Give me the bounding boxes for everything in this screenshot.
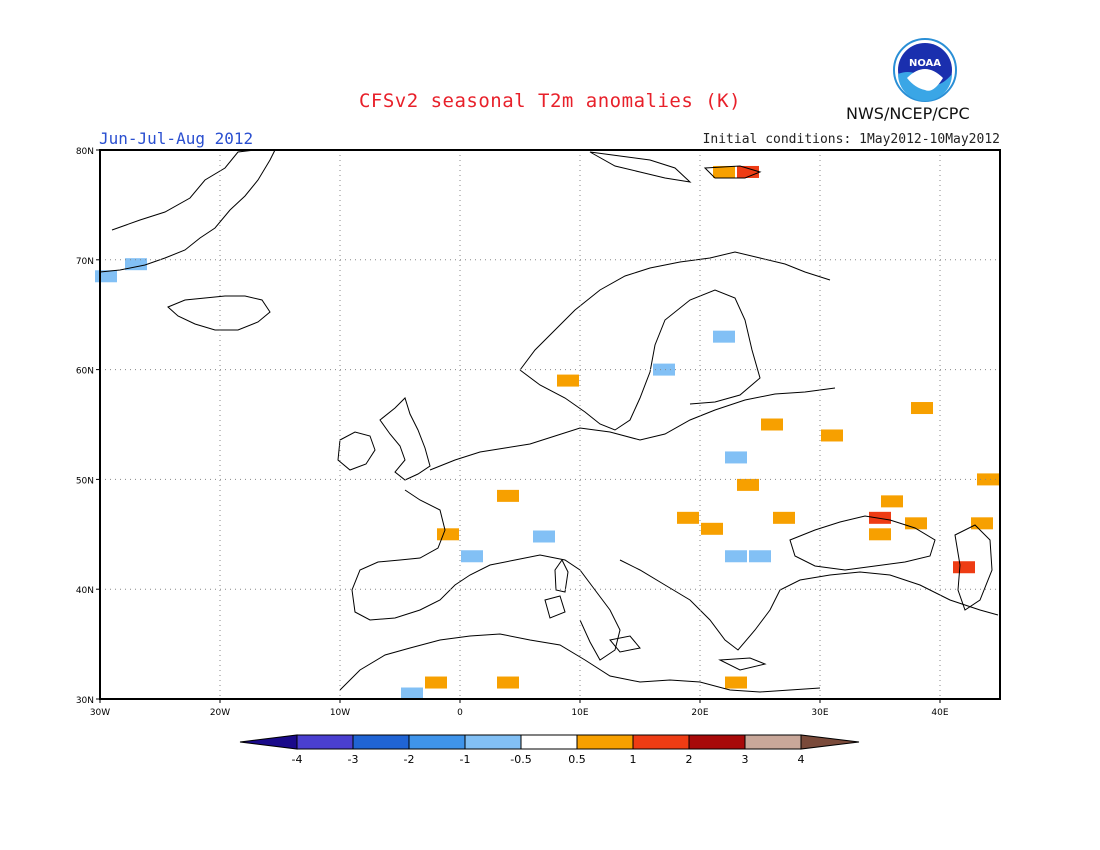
anomaly-cell (95, 270, 117, 283)
anomaly-cell (773, 511, 795, 524)
colorbar-tick-label: -1 (460, 753, 471, 766)
anomaly-cell (737, 165, 759, 178)
colorbar-segment (408, 734, 466, 750)
colorbar-tick-label: -0.5 (510, 753, 531, 766)
lat-tick-label: 50N (76, 476, 94, 486)
noaa-logo: NOAA (893, 38, 957, 102)
anomaly-cell (497, 676, 519, 689)
lat-tick-label: 60N (76, 367, 94, 377)
anomaly-cell (653, 363, 675, 376)
anomaly-cell (749, 550, 771, 563)
anomaly-cell (437, 528, 459, 541)
anomaly-cell (905, 517, 927, 530)
lat-tick-label: 70N (76, 257, 94, 267)
anomaly-cell (401, 687, 423, 700)
longitude-labels: 30W 20W 10W 0 10E 20E 30E 40E (90, 699, 949, 718)
anomaly-cell (911, 402, 933, 415)
anomaly-cell (737, 478, 759, 491)
lon-tick-label: 10E (571, 708, 588, 718)
colorbar-tick-label: 0.5 (568, 753, 586, 766)
initial-conditions-label: Initial conditions: 1May2012-10May2012 (702, 132, 1000, 147)
lat-tick-label: 40N (76, 586, 94, 596)
latitude-labels: 80N 70N 60N 50N 40N 30N (76, 147, 100, 706)
anomaly-cell (677, 511, 699, 524)
anomaly-cell (713, 165, 735, 178)
anomaly-cell (557, 374, 579, 387)
colorbar-segment (576, 734, 634, 750)
anomaly-cell (869, 528, 891, 541)
colorbar-tick-label: -2 (404, 753, 415, 766)
map-title: CFSv2 seasonal T2m anomalies (K) (358, 90, 742, 112)
anomaly-cell (725, 550, 747, 563)
lon-tick-label: 0 (457, 708, 463, 718)
colorbar-tick-label: 1 (630, 753, 637, 766)
lon-tick-label: 30W (90, 708, 110, 718)
colorbar-segment (632, 734, 690, 750)
lon-tick-label: 20W (210, 708, 230, 718)
colorbar-tick-label: -3 (348, 753, 359, 766)
anomaly-cell (425, 676, 447, 689)
anomaly-cell (461, 550, 483, 563)
lon-tick-label: 30E (811, 708, 828, 718)
colorbar-segment (296, 734, 354, 750)
logo-text: NOAA (909, 58, 941, 69)
lon-tick-label: 10W (330, 708, 350, 718)
colorbar-arrow-low (239, 734, 298, 750)
anomaly-cell (821, 429, 843, 442)
season-label: Jun-Jul-Aug 2012 (99, 129, 254, 148)
lat-tick-label: 80N (76, 147, 94, 157)
anomaly-cell (725, 676, 747, 689)
anomaly-cell (971, 517, 993, 530)
map-frame (99, 149, 1001, 700)
colorbar-tick-label: 2 (686, 753, 693, 766)
anomaly-cell (869, 511, 891, 524)
anomaly-cell (725, 451, 747, 464)
anomaly-cell (701, 522, 723, 535)
anomaly-cell (125, 258, 147, 271)
lon-tick-label: 20E (691, 708, 708, 718)
anomaly-cells (95, 165, 999, 700)
coastlines (99, 149, 999, 693)
anomaly-cell (953, 561, 975, 574)
colorbar-segment (352, 734, 410, 750)
colorbar-segment (744, 734, 802, 750)
anomaly-cell (713, 330, 735, 343)
anomaly-cell (497, 489, 519, 502)
lon-tick-label: 40E (931, 708, 948, 718)
colorbar-tick-label: 4 (798, 753, 805, 766)
colorbar-tick-label: 3 (742, 753, 749, 766)
colorbar-segment (520, 734, 578, 750)
anomaly-cell (881, 495, 903, 508)
graticule (100, 150, 1000, 699)
lat-tick-label: 30N (76, 696, 94, 706)
anomaly-cell (977, 473, 999, 486)
agency-label: NWS/NCEP/CPC (846, 104, 970, 123)
anomaly-cell (533, 530, 555, 543)
colorbar-arrow-high (800, 734, 860, 750)
colorbar-tick-label: -4 (292, 753, 303, 766)
colorbar-legend: -4 -3 -2 -1 -0.5 0.5 1 2 3 4 (239, 734, 860, 766)
colorbar-segment (688, 734, 746, 750)
colorbar-segment (464, 734, 522, 750)
anomaly-cell (761, 418, 783, 431)
